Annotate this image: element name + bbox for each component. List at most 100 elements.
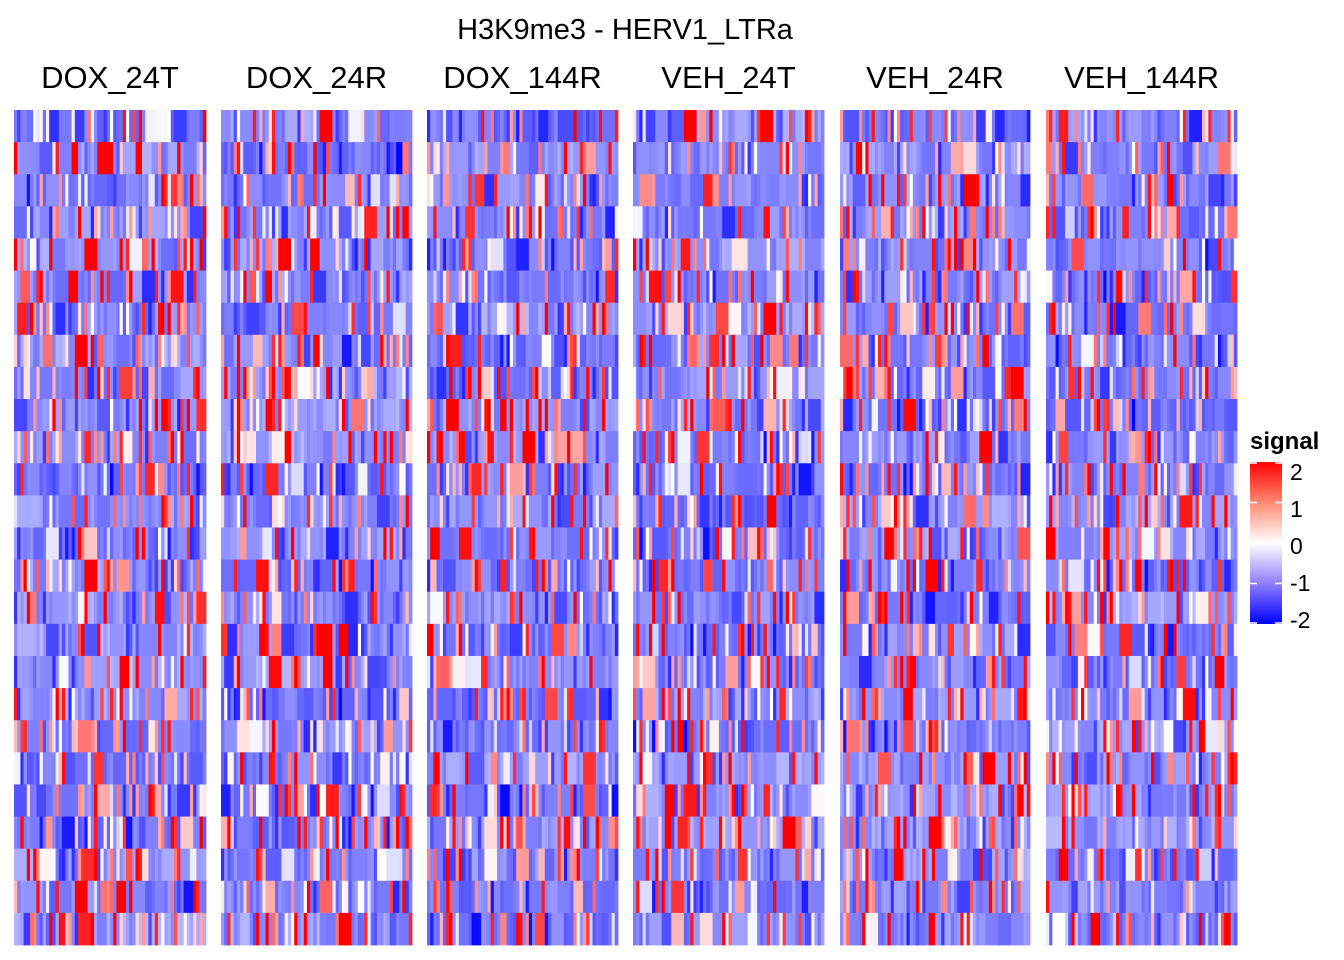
- heatmap-cell: [300, 559, 305, 593]
- heatmap-cell: [586, 302, 593, 336]
- heatmap-cell: [341, 559, 346, 593]
- heatmap-cell: [446, 880, 450, 914]
- heatmap-cell: [804, 816, 812, 850]
- heatmap-cell: [193, 559, 197, 593]
- heatmap-cell: [97, 527, 101, 561]
- heatmap-cell: [442, 463, 447, 496]
- heatmap-cell: [402, 880, 407, 914]
- heatmap-cell: [145, 912, 149, 946]
- heatmap-cell: [528, 720, 533, 753]
- heatmap-cell: [380, 399, 384, 432]
- heatmap-cell: [256, 880, 260, 914]
- heatmap-cell: [233, 559, 238, 593]
- heatmap-cell: [820, 302, 825, 336]
- heatmap-cell: [814, 527, 819, 561]
- heatmap-cell: [661, 366, 666, 400]
- heatmap-cell: [408, 591, 413, 625]
- heatmap-cell: [811, 270, 815, 304]
- heatmap-cell: [30, 527, 34, 561]
- heatmap-cell: [846, 110, 860, 143]
- heatmap-cell: [576, 623, 581, 657]
- heatmap-cell: [249, 366, 254, 400]
- heatmap-cell: [202, 302, 207, 336]
- heatmap-cell: [814, 110, 819, 143]
- heatmap-cell: [100, 270, 104, 304]
- heatmap-cell: [396, 752, 400, 785]
- heatmap-cell: [348, 110, 362, 143]
- heatmap-cell: [462, 366, 466, 400]
- heatmap-cell: [110, 591, 114, 625]
- heatmap-cell: [55, 816, 60, 850]
- heatmap-cell: [747, 431, 752, 464]
- heatmap-cell: [436, 206, 450, 239]
- heatmap-cell: [233, 334, 238, 368]
- heatmap-cell: [449, 110, 453, 143]
- heatmap-cell: [633, 399, 637, 432]
- heatmap-cell: [817, 302, 822, 336]
- heatmap-cell: [183, 238, 188, 271]
- heatmap-cell: [154, 655, 159, 689]
- heatmap-cell: [58, 623, 63, 657]
- heatmap-cell: [58, 880, 72, 914]
- heatmap-cell: [164, 848, 168, 882]
- heatmap-cell: [582, 431, 587, 464]
- heatmap-cell: [760, 752, 764, 785]
- heatmap-cell: [322, 302, 327, 336]
- heatmap-cell: [760, 366, 768, 400]
- heatmap-cell: [129, 495, 133, 528]
- heatmap-cell: [243, 880, 247, 914]
- heatmap-cell: [313, 591, 317, 625]
- heatmap-cell: [287, 784, 292, 817]
- heatmap-cell: [500, 655, 504, 689]
- heatmap-cell: [680, 623, 685, 657]
- heatmap-cell: [62, 527, 66, 561]
- heatmap-cell: [712, 495, 717, 528]
- heatmap-cell: [595, 527, 600, 561]
- heatmap-cell: [436, 623, 441, 657]
- heatmap-cell: [87, 752, 92, 785]
- heatmap-cell: [900, 142, 904, 175]
- heatmap-cell: [433, 655, 437, 689]
- heatmap-cell: [722, 784, 726, 817]
- heatmap-cell: [119, 495, 124, 528]
- heatmap-cell: [769, 463, 774, 496]
- heatmap-cell: [281, 848, 295, 882]
- heatmap-cell: [227, 142, 231, 175]
- heatmap-cell: [589, 110, 593, 143]
- heatmap-cell: [680, 142, 685, 175]
- heatmap-cell: [557, 816, 562, 850]
- heatmap-cell: [84, 366, 88, 400]
- heatmap-cell: [161, 527, 165, 561]
- heatmap-cell: [84, 623, 98, 657]
- heatmap-cell: [126, 527, 130, 561]
- heatmap-cell: [39, 463, 44, 496]
- heatmap-cell: [645, 334, 650, 368]
- heatmap-cell: [798, 366, 803, 400]
- heatmap-cell: [332, 270, 336, 304]
- heatmap-cell: [380, 110, 391, 143]
- heatmap-cell: [427, 399, 431, 432]
- heatmap-cell: [541, 623, 546, 657]
- heatmap-cell: [58, 110, 72, 143]
- heatmap-cell: [97, 334, 104, 368]
- heatmap-cell: [490, 591, 495, 625]
- heatmap-cell: [252, 848, 257, 882]
- heatmap-cell: [33, 912, 37, 946]
- heatmap-cell: [338, 366, 343, 400]
- heatmap-cell: [227, 848, 231, 882]
- heatmap-cell: [281, 623, 295, 657]
- heatmap-cell: [281, 302, 286, 336]
- heatmap-cell: [177, 816, 181, 850]
- heatmap-cell: [122, 270, 127, 304]
- heatmap-cell: [408, 174, 413, 207]
- heatmap-cell: [20, 238, 24, 271]
- heatmap-cell: [680, 559, 685, 593]
- heatmap-cell: [503, 816, 507, 850]
- heatmap-cell: [744, 399, 748, 432]
- heatmap-cell: [62, 752, 66, 785]
- heatmap-cell: [532, 110, 536, 143]
- heatmap-cell: [674, 399, 678, 432]
- heatmap-cell: [551, 527, 555, 561]
- heatmap-cell: [427, 623, 434, 657]
- heatmap-cell: [174, 591, 178, 625]
